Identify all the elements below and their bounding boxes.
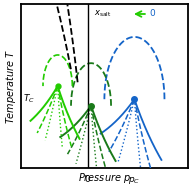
X-axis label: Pressure $p$: Pressure $p$ bbox=[78, 171, 131, 185]
Text: $T_C$: $T_C$ bbox=[23, 93, 35, 105]
Text: 0: 0 bbox=[85, 175, 91, 184]
Text: 0: 0 bbox=[149, 9, 155, 19]
Y-axis label: Temperature $T$: Temperature $T$ bbox=[4, 48, 18, 124]
Text: $p_C$: $p_C$ bbox=[128, 175, 141, 186]
Text: $x_\mathrm{salt}$: $x_\mathrm{salt}$ bbox=[94, 9, 112, 19]
